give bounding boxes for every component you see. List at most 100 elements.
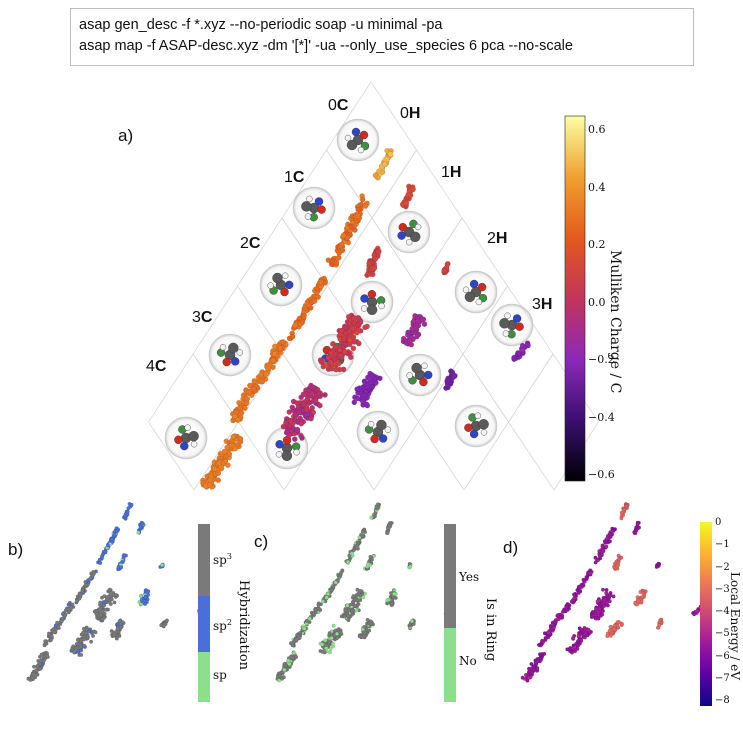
data-point	[122, 553, 126, 557]
grid-line	[371, 217, 418, 287]
molecule-thumbnails	[164, 118, 534, 470]
data-point	[414, 333, 420, 340]
data-point	[237, 405, 243, 411]
data-point	[74, 599, 79, 604]
data-point	[333, 580, 338, 585]
data-point	[368, 554, 373, 559]
molecule-icon	[490, 303, 534, 347]
data-point	[597, 549, 602, 553]
data-point	[35, 664, 40, 669]
data-point	[120, 559, 125, 564]
data-point	[343, 608, 348, 613]
atom	[360, 305, 368, 312]
grid-line	[372, 285, 418, 355]
data-point	[327, 359, 334, 365]
molecule-icon	[259, 263, 303, 307]
data-point	[49, 637, 54, 642]
data-point	[624, 504, 629, 509]
data-point	[247, 382, 253, 389]
data-point	[230, 434, 236, 440]
data-point	[75, 638, 80, 643]
data-point	[30, 675, 35, 680]
colorbar-b-sp	[198, 652, 210, 702]
data-point	[300, 401, 307, 408]
data-point	[368, 621, 373, 626]
grid-line	[417, 217, 463, 287]
data-point	[140, 599, 145, 604]
data-point	[46, 631, 51, 636]
data-point	[372, 256, 378, 262]
data-point	[375, 249, 382, 255]
molecule-icon	[265, 426, 309, 470]
data-point	[350, 609, 355, 614]
data-point	[318, 279, 324, 285]
atom	[370, 434, 379, 444]
atom	[280, 287, 289, 297]
atom	[475, 298, 482, 306]
data-point	[81, 626, 86, 631]
data-point	[607, 539, 612, 544]
data-point	[596, 616, 601, 621]
data-point	[335, 631, 340, 636]
data-point	[536, 642, 541, 647]
data-point	[309, 405, 315, 411]
data-point	[389, 601, 394, 606]
colorbar-tick-label: −1	[715, 539, 730, 551]
data-point	[306, 388, 312, 394]
data-point	[26, 676, 31, 681]
data-point	[37, 661, 42, 666]
data-point	[294, 655, 299, 660]
atom	[478, 419, 489, 430]
data-point	[340, 344, 346, 350]
colorbar-tick-label: −0.4	[588, 410, 615, 424]
data-point	[597, 607, 602, 612]
molecule-icon	[398, 353, 442, 397]
data-point	[232, 413, 238, 420]
colorbar-tick-label: −8	[715, 695, 730, 706]
data-point	[409, 326, 415, 332]
atom	[464, 291, 476, 303]
data-point	[349, 224, 355, 230]
colorbar-c-title: Is in Ring	[483, 598, 498, 662]
data-point	[604, 590, 609, 595]
atom	[282, 272, 289, 279]
grid-line	[418, 421, 465, 491]
data-point	[331, 584, 336, 589]
data-point	[570, 598, 575, 603]
grid-line	[462, 285, 508, 355]
data-point	[372, 513, 377, 518]
data-point	[419, 316, 426, 323]
data-point	[368, 379, 374, 386]
data-point	[364, 383, 370, 390]
data-point	[221, 448, 228, 455]
atom	[293, 449, 300, 456]
command-box: asap gen_desc -f *.xyz --no-periodic soa…	[70, 8, 694, 66]
data-point	[331, 356, 338, 362]
data-point	[105, 594, 110, 599]
data-point	[85, 626, 90, 631]
data-point	[347, 553, 352, 558]
atom	[285, 280, 294, 290]
data-point	[45, 654, 50, 659]
colorbar-tick-label: 0.4	[588, 180, 606, 194]
data-point	[111, 632, 116, 637]
atom	[360, 294, 369, 303]
data-point	[581, 577, 586, 582]
data-point	[362, 624, 367, 629]
data-point	[32, 664, 36, 669]
data-point	[594, 611, 599, 616]
data-point	[97, 607, 102, 612]
atom	[174, 435, 183, 444]
data-point	[290, 640, 295, 645]
label-3C: 3C	[192, 309, 213, 326]
data-point	[366, 260, 373, 267]
data-point	[635, 521, 640, 526]
data-point	[351, 315, 357, 322]
atom	[317, 205, 326, 214]
data-point	[89, 639, 94, 644]
data-point	[114, 630, 119, 635]
data-point	[127, 501, 132, 506]
data-point	[331, 623, 336, 628]
data-point	[393, 595, 398, 600]
data-point	[41, 659, 46, 664]
